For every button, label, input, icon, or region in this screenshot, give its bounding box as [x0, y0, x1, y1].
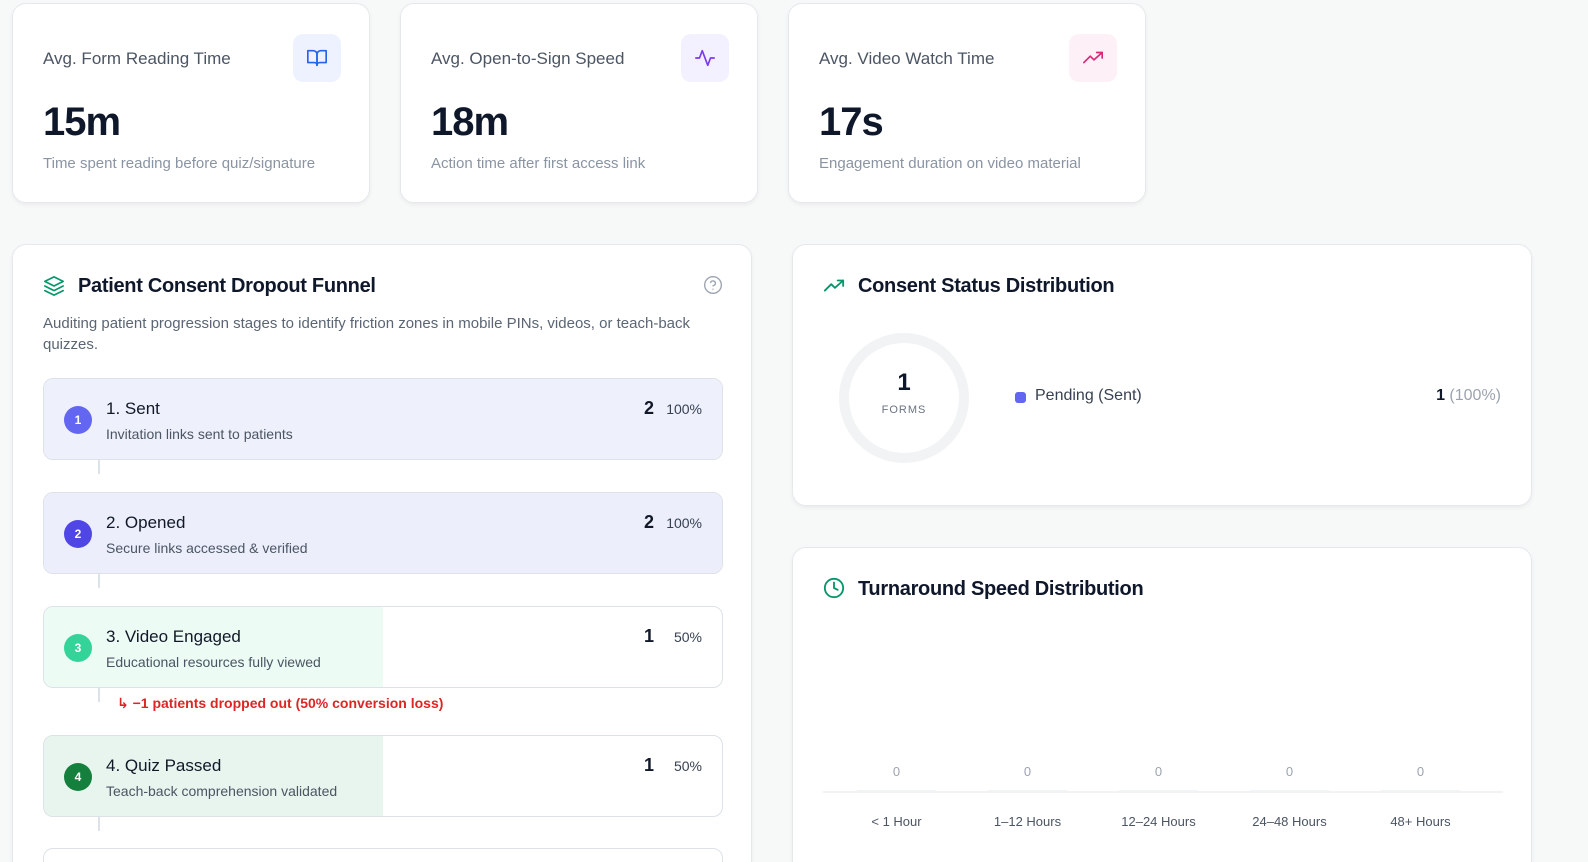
bar-value-label: 0 — [1285, 764, 1294, 779]
legend-percent: (100%) — [1449, 387, 1501, 404]
layers-icon — [43, 275, 65, 302]
stage-percent: 50% — [673, 758, 702, 774]
x-tick-label: 48+ Hours — [1390, 814, 1451, 829]
turnaround-panel: Turnaround Speed Distribution 0 < 1 Hour 0… — [792, 547, 1532, 862]
stage-number-badge: 4 — [64, 763, 92, 791]
consent-status-title: Consent Status Distribution — [858, 275, 1115, 297]
stage-name: 4. Quiz Passed — [106, 756, 222, 775]
clock-icon — [823, 577, 845, 604]
chart-bar — [1380, 790, 1461, 792]
chart-bar — [856, 790, 937, 792]
stage-number-badge: 1 — [64, 406, 92, 434]
funnel-stage-partial — [43, 848, 723, 862]
legend-label-pending: Pending (Sent) — [1035, 387, 1142, 404]
chart-bar — [987, 790, 1068, 792]
consent-status-panel: Consent Status Distribution 1 FORMS Pend… — [792, 244, 1532, 506]
stage-description: Educational resources fully viewed — [106, 654, 321, 670]
kpi-subtitle: Action time after first access link — [431, 155, 646, 172]
stage-number-badge: 3 — [64, 634, 92, 662]
trending-up-icon — [823, 275, 845, 302]
kpi-card-reading-time: Avg. Form Reading Time 15m Time spent re… — [12, 3, 370, 203]
bar-value-label: 0 — [1154, 764, 1163, 779]
bar-value-label: 0 — [1023, 764, 1032, 779]
stage-count: 1 — [643, 755, 654, 775]
donut-chart — [839, 333, 969, 463]
kpi-value: 18m — [431, 100, 509, 144]
funnel-panel: Patient Consent Dropout Funnel Auditing … — [12, 244, 752, 862]
funnel-description: Auditing patient progression stages to i… — [43, 315, 691, 353]
stage-description: Teach-back comprehension validated — [106, 783, 338, 799]
x-tick-label: 12–24 Hours — [1121, 814, 1196, 829]
stage-number-badge: 2 — [64, 520, 92, 548]
chart-bar — [1118, 790, 1199, 792]
stage-name: 1. Sent — [106, 399, 160, 418]
help-circle-icon[interactable] — [703, 275, 723, 300]
stage-description: Invitation links sent to patients — [106, 426, 293, 442]
chart-bar — [1249, 790, 1330, 792]
stage-connector — [98, 574, 100, 588]
stage-percent: 50% — [673, 629, 702, 645]
kpi-title: Avg. Video Watch Time — [819, 49, 995, 68]
legend-value-pending: 1 (100%) — [1436, 387, 1501, 405]
stage-connector — [98, 460, 100, 474]
donut-total-label: FORMS — [881, 404, 927, 416]
kpi-card-video-watch: Avg. Video Watch Time 17s Engagement dur… — [788, 3, 1146, 203]
stage-progress-fill — [44, 607, 383, 687]
stage-progress-fill — [44, 379, 722, 459]
book-open-icon — [293, 34, 341, 82]
stage-count: 2 — [643, 512, 654, 532]
funnel-stage[interactable]: 1 1. Sent Invitation links sent to patie… — [43, 378, 723, 460]
funnel-title: Patient Consent Dropout Funnel — [78, 275, 376, 297]
turnaround-bar-chart — [823, 790, 1503, 793]
donut-ring — [839, 333, 969, 463]
stage-connector — [98, 688, 100, 702]
legend-count: 1 — [1436, 387, 1445, 404]
stage-percent: 100% — [666, 515, 702, 531]
stage-description: Secure links accessed & verified — [106, 540, 308, 556]
stage-progress-fill — [44, 736, 383, 816]
trending-up-icon — [1069, 34, 1117, 82]
funnel-stage[interactable]: 4 4. Quiz Passed Teach-back comprehensio… — [43, 735, 723, 817]
kpi-card-open-to-sign: Avg. Open-to-Sign Speed 18m Action time … — [400, 3, 758, 203]
stage-count: 2 — [643, 398, 654, 418]
kpi-value: 15m — [43, 100, 121, 144]
stage-progress-fill — [44, 493, 722, 573]
bar-value-label: 0 — [892, 764, 901, 779]
x-tick-label: 1–12 Hours — [993, 814, 1062, 829]
stage-name: 3. Video Engaged — [106, 627, 241, 646]
donut-total: 1 — [897, 369, 911, 396]
kpi-subtitle: Time spent reading before quiz/signature — [43, 155, 316, 172]
stage-connector — [98, 817, 100, 831]
legend-swatch-pending — [1015, 392, 1026, 403]
kpi-subtitle: Engagement duration on video material — [819, 155, 1081, 172]
x-tick-label: 24–48 Hours — [1252, 814, 1327, 829]
x-tick-label: < 1 Hour — [871, 814, 922, 829]
bar-value-label: 0 — [1416, 764, 1425, 779]
funnel-stage[interactable]: 3 3. Video Engaged Educational resources… — [43, 606, 723, 688]
funnel-stage[interactable]: 2 2. Opened Secure links accessed & veri… — [43, 492, 723, 574]
turnaround-title: Turnaround Speed Distribution — [858, 578, 1144, 600]
kpi-title: Avg. Form Reading Time — [43, 49, 231, 68]
dropout-warning: ↳ −1 patients dropped out (50% conversio… — [117, 695, 444, 711]
stage-count: 1 — [643, 626, 654, 646]
stage-percent: 100% — [666, 401, 702, 417]
kpi-title: Avg. Open-to-Sign Speed — [431, 49, 625, 68]
activity-icon — [681, 34, 729, 82]
kpi-value: 17s — [819, 100, 884, 144]
stage-name: 2. Opened — [106, 513, 186, 532]
